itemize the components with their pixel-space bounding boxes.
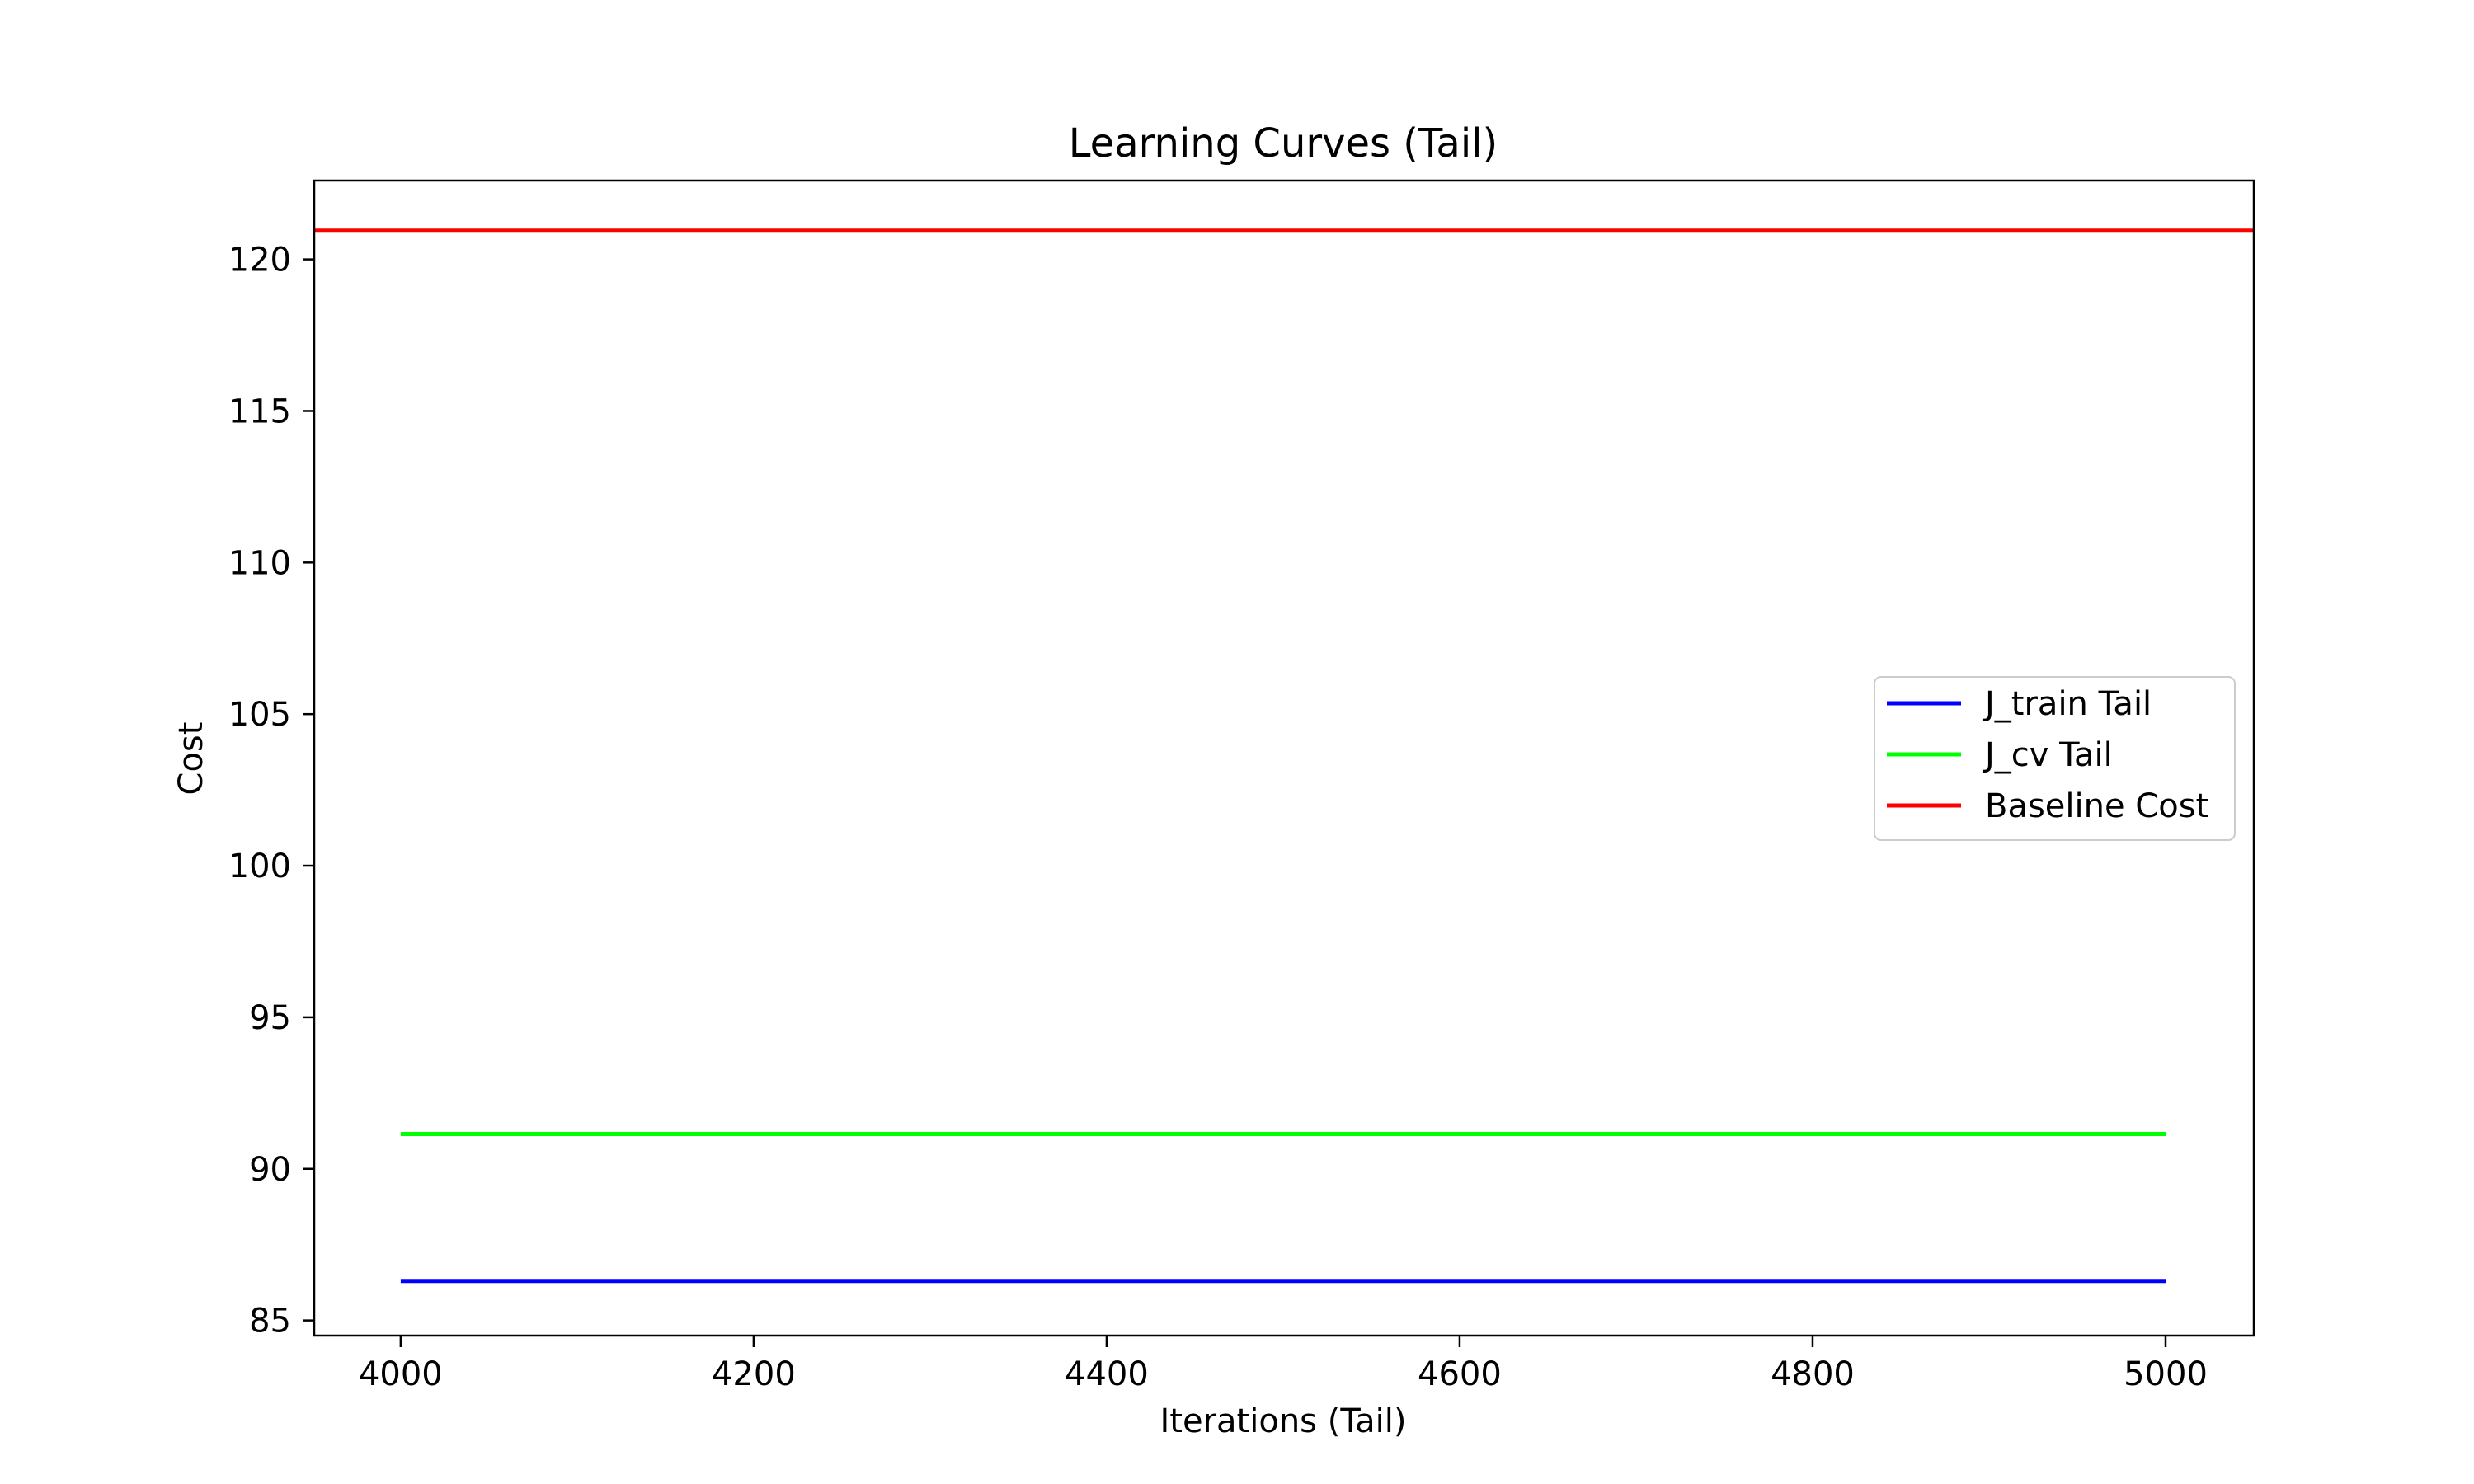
y-tick-label: 120 xyxy=(228,242,291,279)
x-tick-label: 4600 xyxy=(1418,1355,1502,1393)
y-tick-label: 100 xyxy=(228,848,291,885)
legend-box xyxy=(1874,676,2236,841)
legend: J_train Tail J_cv Tail Baseline Cost xyxy=(1874,676,2236,841)
y-tick-label: 90 xyxy=(249,1151,291,1189)
x-tick-label: 5000 xyxy=(2124,1355,2208,1393)
plot-frame xyxy=(313,179,2255,1337)
y-tick-label: 110 xyxy=(228,544,291,582)
y-tick-label: 95 xyxy=(249,999,291,1037)
x-axis-ticks: 4000 4200 4400 4600 4800 5000 xyxy=(359,1336,2208,1393)
legend-label-0: J_train Tail xyxy=(1982,685,2152,723)
legend-label-2: Baseline Cost xyxy=(1985,787,2208,825)
x-tick-label: 4200 xyxy=(712,1355,796,1393)
y-tick-label: 105 xyxy=(228,696,291,734)
y-axis-ticks: 85 90 95 100 105 110 115 120 xyxy=(228,242,314,1341)
x-tick-label: 4400 xyxy=(1065,1355,1149,1393)
x-tick-label: 4800 xyxy=(1771,1355,1855,1393)
x-tick-label: 4000 xyxy=(359,1355,443,1393)
series-layer xyxy=(314,228,2254,1284)
x-axis-label: Iterations (Tail) xyxy=(1160,1402,1407,1440)
legend-entries: J_train Tail J_cv Tail Baseline Cost xyxy=(1887,685,2208,825)
y-axis-label: Cost xyxy=(172,722,210,796)
y-tick-label: 115 xyxy=(228,392,291,430)
y-tick-label: 85 xyxy=(249,1303,291,1341)
chart-title: Learning Curves (Tail) xyxy=(1069,120,1498,167)
legend-label-1: J_cv Tail xyxy=(1982,736,2113,774)
